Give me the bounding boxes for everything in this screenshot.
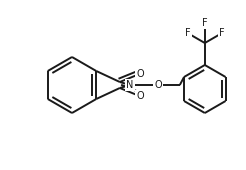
Text: O: O xyxy=(136,91,144,101)
Text: F: F xyxy=(219,28,225,38)
Text: O: O xyxy=(136,69,144,79)
Text: N: N xyxy=(126,80,134,90)
Text: F: F xyxy=(202,18,208,28)
Text: O: O xyxy=(154,80,162,90)
Text: F: F xyxy=(185,28,190,38)
